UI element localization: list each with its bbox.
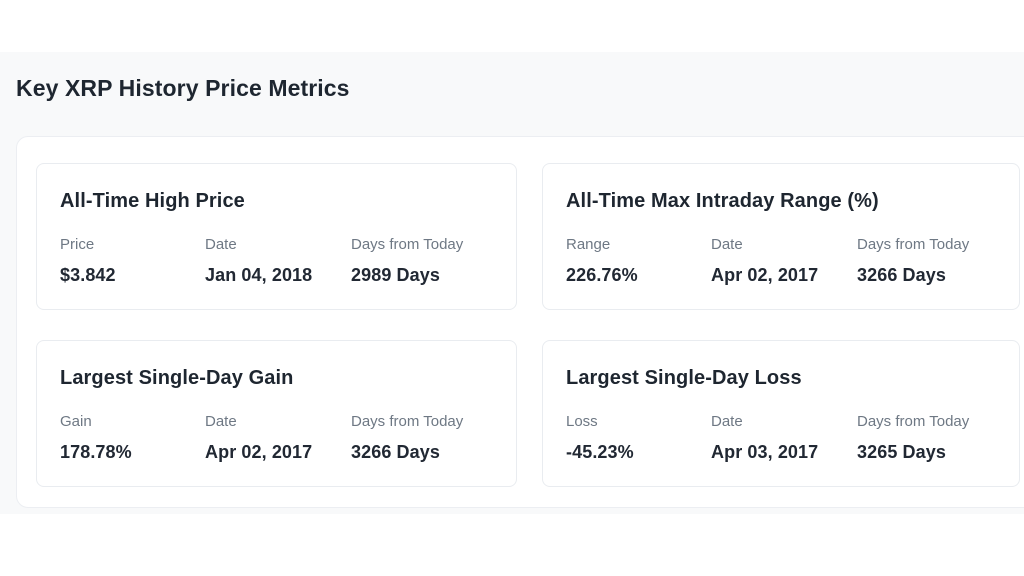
metric-cell: Days from Today 3266 Days xyxy=(351,412,496,464)
metric-label: Days from Today xyxy=(351,236,464,253)
metric-cell: Days from Today 2989 Days xyxy=(351,235,496,287)
card-all-time-max-intraday-range: All-Time Max Intraday Range (%) Range 22… xyxy=(542,163,1020,310)
card-title: Largest Single-Day Loss xyxy=(566,367,802,389)
metric-label: Loss xyxy=(566,413,598,430)
metric-label: Range xyxy=(566,236,611,253)
page-title: Key XRP History Price Metrics xyxy=(16,75,350,101)
metric-value: Apr 03, 2017 xyxy=(711,442,819,462)
metric-cell: Date Jan 04, 2018 xyxy=(205,235,351,287)
metric-value: Apr 02, 2017 xyxy=(711,265,819,285)
metric-value: -45.23% xyxy=(566,442,634,462)
card-largest-single-day-loss: Largest Single-Day Loss Loss -45.23% Dat… xyxy=(542,340,1020,487)
bottom-whitespace xyxy=(0,514,1024,576)
metric-cell: Date Apr 02, 2017 xyxy=(711,235,857,287)
card-metrics-row: Range 226.76% Date Apr 02, 2017 Days fro… xyxy=(566,235,999,287)
top-whitespace xyxy=(0,0,1024,52)
card-metrics-row: Gain 178.78% Date Apr 02, 2017 Days from… xyxy=(60,412,496,464)
key-metrics-section: Key XRP History Price Metrics All-Time H… xyxy=(0,52,1024,514)
metric-cell: Date Apr 02, 2017 xyxy=(205,412,351,464)
metric-cell: Price $3.842 xyxy=(60,235,205,287)
metric-label: Date xyxy=(205,413,237,430)
card-largest-single-day-gain: Largest Single-Day Gain Gain 178.78% Dat… xyxy=(36,340,517,487)
card-title: Largest Single-Day Gain xyxy=(60,367,294,389)
metric-value: 3266 Days xyxy=(351,442,440,462)
metric-value: Apr 02, 2017 xyxy=(205,442,313,462)
metric-cell: Gain 178.78% xyxy=(60,412,205,464)
metric-label: Days from Today xyxy=(857,236,970,253)
metric-label: Date xyxy=(205,236,237,253)
metric-label: Days from Today xyxy=(351,413,464,430)
metric-cell: Loss -45.23% xyxy=(566,412,711,464)
metric-label: Date xyxy=(711,236,743,253)
metric-value: $3.842 xyxy=(60,265,116,285)
metric-value: 178.78% xyxy=(60,442,132,462)
metric-cell: Range 226.76% xyxy=(566,235,711,287)
metric-value: 3266 Days xyxy=(857,265,946,285)
card-metrics-row: Price $3.842 Date Jan 04, 2018 Days from… xyxy=(60,235,496,287)
card-title: All-Time Max Intraday Range (%) xyxy=(566,190,879,212)
card-title: All-Time High Price xyxy=(60,190,245,212)
metric-label: Gain xyxy=(60,413,92,430)
metric-label: Days from Today xyxy=(857,413,970,430)
card-metrics-row: Loss -45.23% Date Apr 03, 2017 Days from… xyxy=(566,412,999,464)
metric-value: 2989 Days xyxy=(351,265,440,285)
metric-cell: Days from Today 3266 Days xyxy=(857,235,999,287)
metric-label: Date xyxy=(711,413,743,430)
metric-label: Price xyxy=(60,236,95,253)
metric-cell: Date Apr 03, 2017 xyxy=(711,412,857,464)
metric-cell: Days from Today 3265 Days xyxy=(857,412,999,464)
metric-value: Jan 04, 2018 xyxy=(205,265,313,285)
metric-value: 226.76% xyxy=(566,265,638,285)
metric-value: 3265 Days xyxy=(857,442,946,462)
metrics-panel: All-Time High Price Price $3.842 Date Ja… xyxy=(16,136,1024,508)
card-all-time-high-price: All-Time High Price Price $3.842 Date Ja… xyxy=(36,163,517,310)
